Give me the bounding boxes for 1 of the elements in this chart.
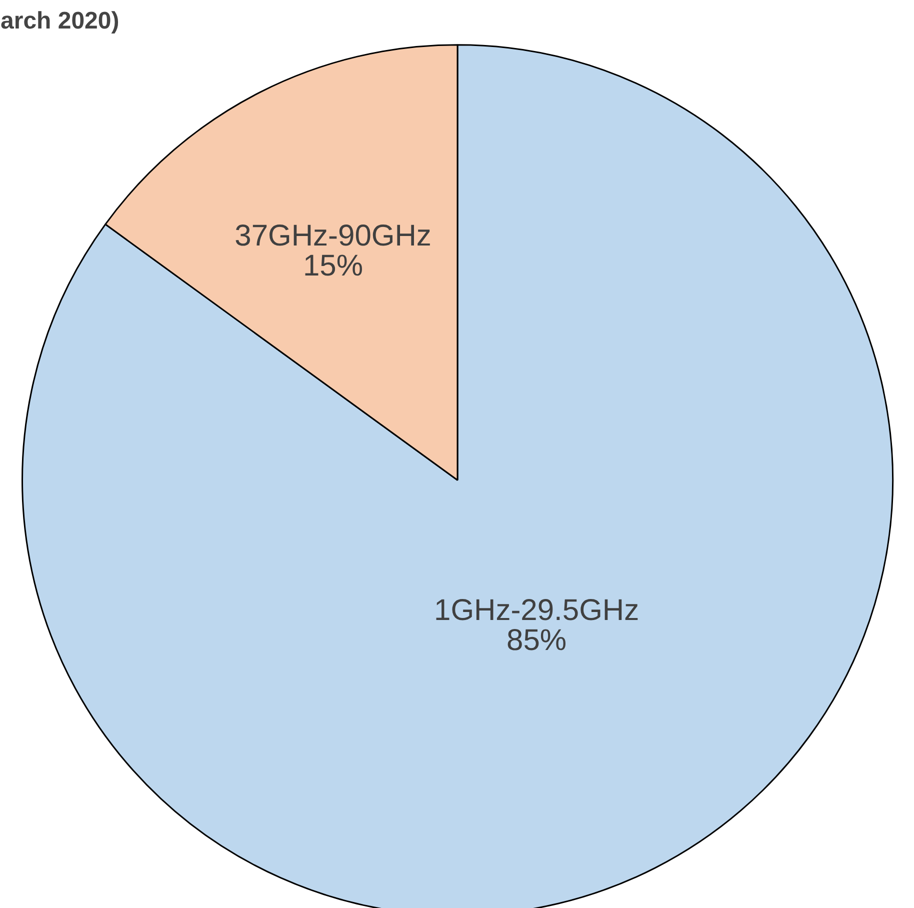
chart-title: arch 2020) [0,8,120,34]
